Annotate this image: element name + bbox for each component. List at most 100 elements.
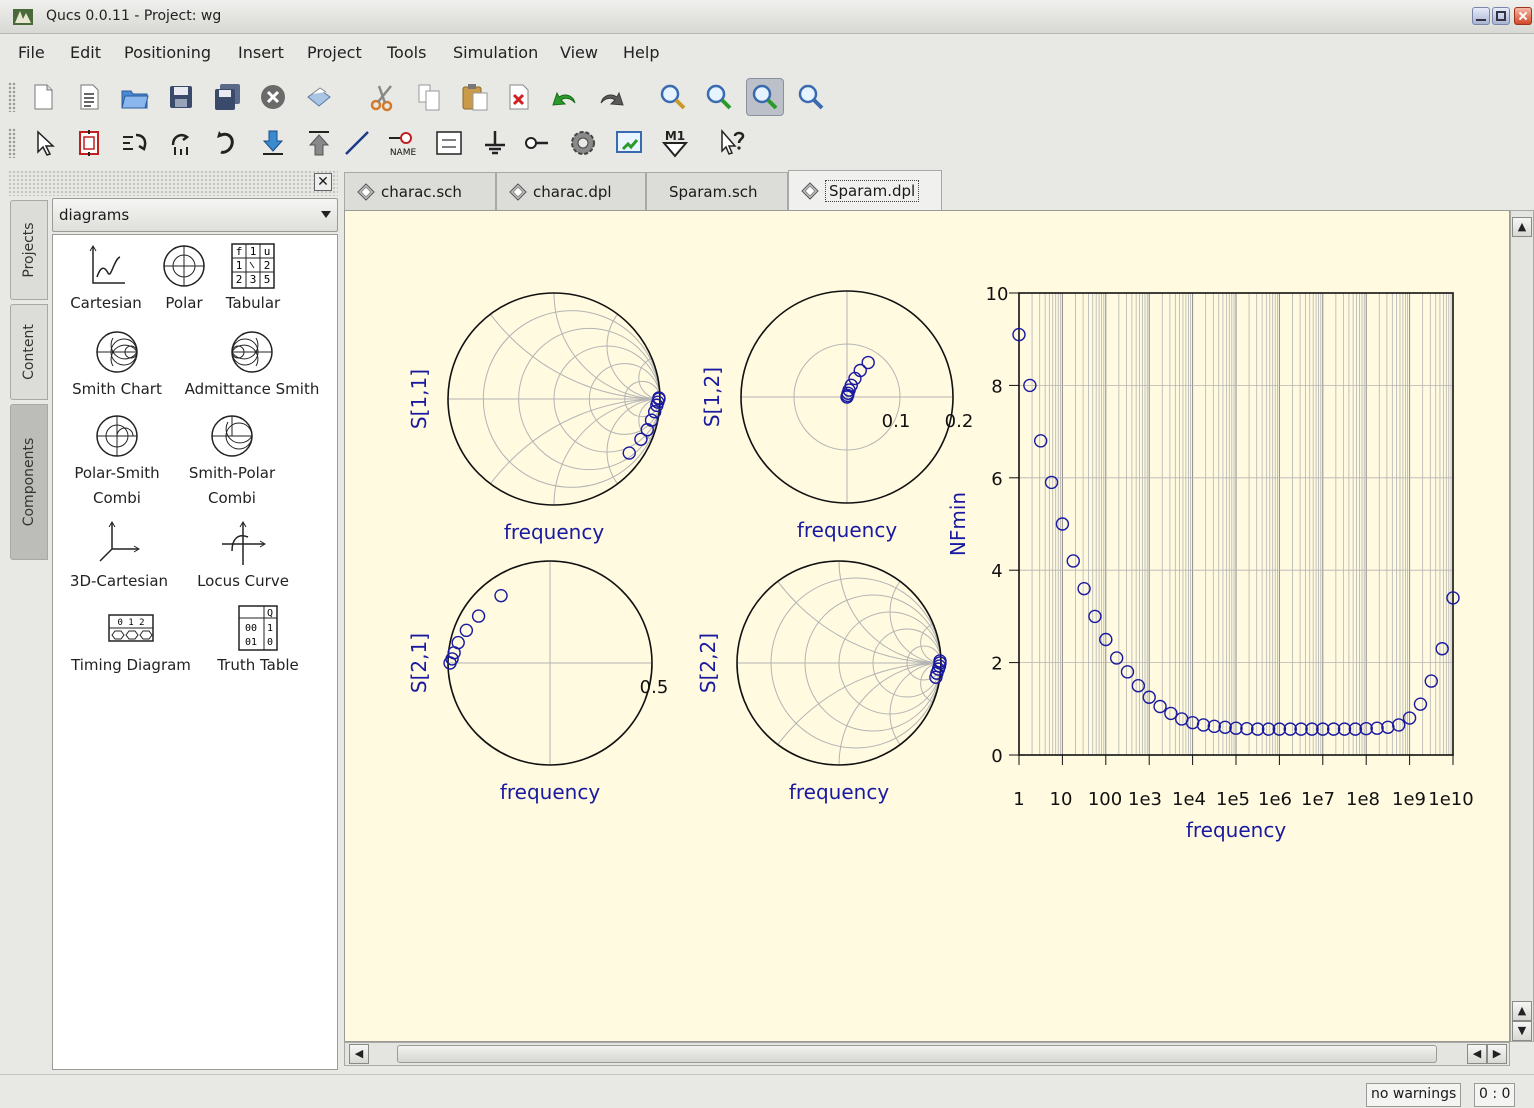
palette-item-tabular[interactable]: f 1 u 1 2 2 3 5 Tabular	[221, 241, 285, 316]
palette-item-label: Tabular	[225, 294, 281, 312]
select-icon[interactable]	[24, 124, 62, 162]
view-all-icon[interactable]	[654, 78, 692, 116]
dock-tabs: Projects Content Components	[8, 200, 50, 1070]
maximize-button[interactable]	[1492, 7, 1510, 25]
zoom-in-icon[interactable]	[746, 78, 784, 116]
open-folder-icon[interactable]	[116, 78, 154, 116]
menu-file[interactable]: File	[18, 43, 45, 62]
dock-header[interactable]	[8, 170, 338, 196]
new-text-icon[interactable]	[70, 78, 108, 116]
menu-tools[interactable]: Tools	[387, 43, 427, 62]
menu-help[interactable]: Help	[623, 43, 660, 62]
close-button[interactable]	[1514, 7, 1532, 25]
menu-positioning[interactable]: Positioning	[124, 43, 212, 62]
display-dpl-icon[interactable]	[610, 124, 648, 162]
copy-icon[interactable]	[410, 78, 448, 116]
port-icon[interactable]	[516, 124, 554, 162]
palette-item-smith-chart[interactable]: Smith Chart	[61, 327, 173, 402]
label-icon-text: NAME	[390, 148, 417, 158]
diagram-canvas[interactable]: frequency S[1,1] 0.1 0.2 frequency S[1,2] 0.…	[344, 210, 1510, 1042]
tab-content[interactable]: Content	[10, 304, 48, 400]
tabular-cell: f	[236, 245, 243, 258]
whats-this-icon[interactable]	[712, 124, 750, 162]
qucs-app-icon[interactable]	[12, 7, 34, 27]
tab-components[interactable]: Components	[10, 404, 48, 560]
menu-project[interactable]: Project	[307, 43, 362, 62]
tab-projects[interactable]: Projects	[10, 200, 48, 300]
data-point	[1109, 651, 1124, 665]
palette-item-3d-cartesian[interactable]: 3D-Cartesian	[61, 519, 177, 594]
marker-icon[interactable]: M1	[656, 124, 694, 162]
smith-chart-s22[interactable]: frequency S[2,2]	[696, 255, 1145, 1042]
palette-item-truth-table[interactable]: Q 00 1 01 0 Truth Table	[203, 603, 313, 678]
menu-simulation[interactable]: Simulation	[453, 43, 539, 62]
print-icon[interactable]	[300, 78, 338, 116]
horizontal-scroll-thumb[interactable]	[397, 1045, 1437, 1063]
palette-item-polar[interactable]: Polar	[153, 241, 215, 316]
dock-close-button[interactable]: ✕	[314, 173, 332, 191]
data-point	[1153, 699, 1167, 714]
pop-out-icon[interactable]	[300, 124, 338, 162]
tick-label: 0.2	[945, 411, 974, 432]
horizontal-scrollbar[interactable]: ◀ ◀ ▶	[344, 1042, 1510, 1066]
vertical-scrollbar[interactable]: ▲ ▲ ▼	[1510, 210, 1534, 1042]
menu-view[interactable]: View	[560, 43, 598, 62]
palette-item-smith-polar[interactable]: Smith-Polar Combi	[177, 411, 287, 511]
label-icon[interactable]: NAME	[384, 124, 422, 162]
mirror-x-icon[interactable]	[116, 124, 154, 162]
undo-icon[interactable]	[546, 78, 584, 116]
view-1to1-icon[interactable]	[700, 78, 738, 116]
menu-insert[interactable]: Insert	[238, 43, 284, 62]
polar-chart-s21[interactable]: 0.5 frequency S[2,1]	[407, 560, 668, 804]
x-axis-label: frequency	[797, 518, 897, 542]
mirror-y-icon[interactable]	[162, 124, 200, 162]
category-select[interactable]: diagrams	[52, 198, 338, 232]
data-point	[1359, 721, 1373, 736]
minimize-icon	[1476, 19, 1486, 21]
tab-charac-sch[interactable]: charac.sch	[344, 172, 496, 210]
palette-item-polar-smith[interactable]: Polar-Smith Combi	[61, 411, 173, 511]
delete-icon[interactable]	[500, 78, 538, 116]
tab-label: charac.sch	[381, 182, 462, 201]
scroll-left-button[interactable]: ◀	[349, 1044, 369, 1064]
scroll-up-button-lower[interactable]: ▲	[1512, 1001, 1532, 1021]
wire-icon[interactable]	[338, 124, 376, 162]
save-icon[interactable]	[162, 78, 200, 116]
scroll-right-button[interactable]: ▶	[1487, 1044, 1507, 1064]
palette-item-admittance-smith[interactable]: Admittance Smith	[177, 327, 327, 402]
menu-edit[interactable]: Edit	[70, 43, 101, 62]
palette-item-cartesian[interactable]: Cartesian	[63, 241, 149, 316]
simulate-icon[interactable]	[564, 124, 602, 162]
polar-chart-s12[interactable]: 0.1 0.2 frequency S[1,2]	[700, 290, 974, 542]
palette-item-locus-curve[interactable]: Locus Curve	[183, 519, 303, 594]
close-document-icon[interactable]	[254, 78, 292, 116]
tab-sparam-sch[interactable]: Sparam.sch	[646, 172, 788, 210]
ground-icon[interactable]	[476, 124, 514, 162]
data-point	[1077, 581, 1091, 596]
palette-item-timing-diagram[interactable]: 0 1 2 Timing Diagram	[61, 603, 201, 678]
truth-cell: 01	[245, 637, 257, 648]
cartesian-chart-nfmin[interactable]: 0 2 4 6 8 10 1 10 100 1e3 1e4 1e5 1e6 1e7 1e8 1e9 1e10 fr…	[946, 284, 1474, 842]
toolbar-grip[interactable]	[8, 128, 16, 158]
zoom-out-icon[interactable]	[792, 78, 830, 116]
redo-icon[interactable]	[592, 78, 630, 116]
tab-charac-dpl[interactable]: charac.dpl	[496, 172, 646, 210]
edit-component-icon[interactable]	[70, 124, 108, 162]
scroll-down-button[interactable]: ▼	[1512, 1021, 1532, 1041]
go-into-icon[interactable]	[254, 124, 292, 162]
new-document-icon[interactable]	[24, 78, 62, 116]
scroll-left-button-right[interactable]: ◀	[1467, 1044, 1487, 1064]
data-point	[471, 609, 486, 623]
tab-sparam-dpl[interactable]: Sparam.dpl	[788, 170, 942, 211]
toolbar-grip[interactable]	[8, 82, 16, 112]
locus-curve-icon	[222, 521, 266, 565]
minimize-button[interactable]	[1472, 7, 1490, 25]
smith-chart-s11[interactable]: frequency S[1,1]	[407, 211, 872, 823]
equation-icon[interactable]	[430, 124, 468, 162]
paste-icon[interactable]	[456, 78, 494, 116]
x-axis-label: frequency	[504, 520, 604, 544]
save-all-icon[interactable]	[208, 78, 246, 116]
scroll-up-button[interactable]: ▲	[1512, 217, 1532, 237]
rotate-icon[interactable]	[208, 124, 246, 162]
cut-icon[interactable]	[364, 78, 402, 116]
